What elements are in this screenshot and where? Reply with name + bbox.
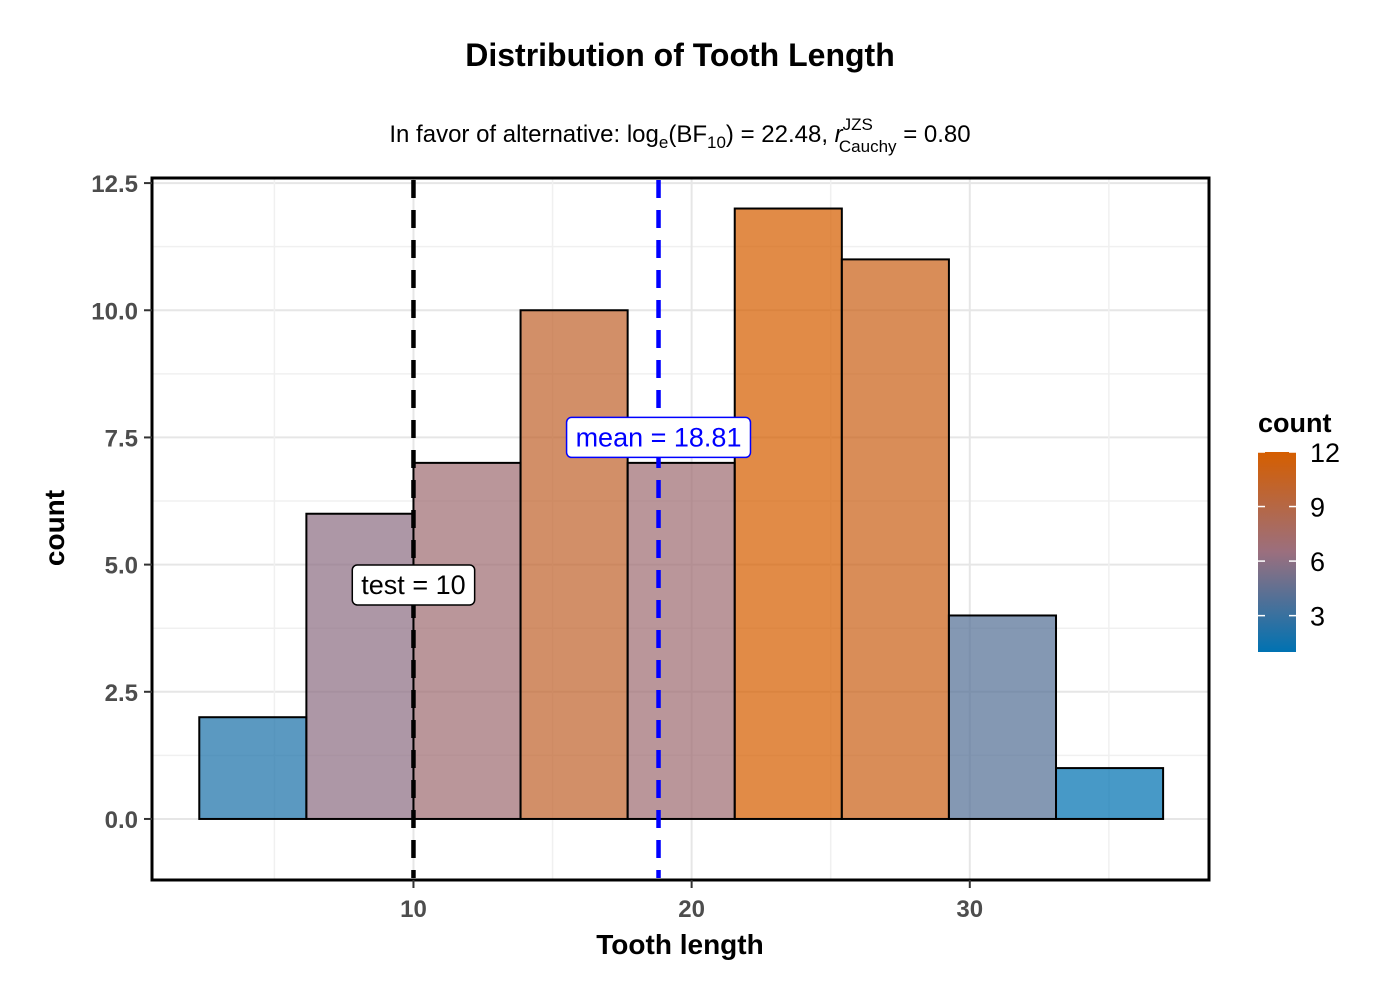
y-tick-label-5: 12.5 [91, 171, 138, 198]
legend-ticks: 3 6 9 12 [1258, 438, 1340, 632]
test-label-name: test [361, 570, 405, 600]
histogram-bar-6 [840, 258, 950, 820]
histogram-bar-0 [198, 716, 308, 820]
y-tick-label-3: 7.5 [105, 425, 138, 452]
y-axis-title: count [39, 490, 70, 566]
x-tick-label-2: 30 [956, 896, 983, 923]
legend-tick-label-3: 12 [1310, 438, 1340, 468]
mean-label-eq: = [643, 422, 674, 452]
subtitle-bf: (BF [668, 121, 707, 148]
subtitle-bf-sub: 10 [707, 133, 726, 152]
test-label-text: test = 10 [361, 570, 465, 600]
chart-subtitle: In favor of alternative: loge(BF10) = 22… [389, 115, 970, 156]
subtitle-r-value: = 0.80 [897, 121, 971, 148]
subtitle-log-sub: e [659, 133, 668, 152]
subtitle-bf-value: ) = 22.48, [726, 121, 835, 148]
x-axis: 10 20 30 [400, 880, 983, 923]
y-tick-label-2: 5.0 [105, 553, 138, 580]
legend-tick-label-1: 6 [1310, 547, 1325, 577]
test-label-box [351, 564, 476, 606]
y-tick-label-4: 10.0 [91, 298, 138, 325]
mean-label: mean = 18.81 [565, 416, 752, 459]
test-label-eq: = [405, 570, 436, 600]
histogram-bar-1 [305, 512, 415, 820]
histogram-bar-4 [626, 461, 736, 820]
subtitle-prefix: In favor of alternative: log [389, 121, 658, 148]
histogram-bar-5 [733, 207, 843, 820]
legend-title: count [1258, 408, 1332, 438]
test-label: test = 10 [351, 564, 476, 606]
y-tick-label-0: 0.0 [105, 807, 138, 834]
mean-label-value: 18.81 [674, 422, 742, 452]
mean-label-box [565, 416, 752, 459]
reference-lines: test = 10 mean = 18.81 [351, 180, 752, 878]
x-tick-label-1: 20 [678, 896, 705, 923]
mean-label-text: mean = 18.81 [576, 422, 742, 452]
y-axis: 0.0 2.5 5.0 7.5 10.0 12.5 [91, 171, 152, 834]
histogram-bar-7 [947, 614, 1058, 820]
x-tick-label-0: 10 [400, 896, 427, 923]
plot-panel-border [150, 176, 1211, 882]
histogram-bar-3 [519, 309, 629, 820]
subtitle-r-sup: JZS [843, 115, 873, 134]
legend: count 3 6 9 12 [1258, 408, 1340, 652]
histogram-bar-8 [1055, 767, 1165, 820]
y-tick-label-1: 2.5 [105, 680, 138, 707]
mean-label-name: mean [576, 422, 644, 452]
x-axis-title: Tooth length [596, 929, 763, 960]
chart-title: Distribution of Tooth Length [465, 37, 895, 73]
histogram-bar-2 [412, 461, 522, 820]
legend-colorbar [1258, 452, 1296, 652]
subtitle-r: r [835, 121, 844, 148]
legend-tick-label-0: 3 [1310, 602, 1325, 632]
bars [198, 207, 1165, 820]
legend-tick-label-2: 9 [1310, 493, 1325, 523]
test-label-value: 10 [436, 570, 466, 600]
subtitle-r-sub: Cauchy [839, 137, 897, 156]
